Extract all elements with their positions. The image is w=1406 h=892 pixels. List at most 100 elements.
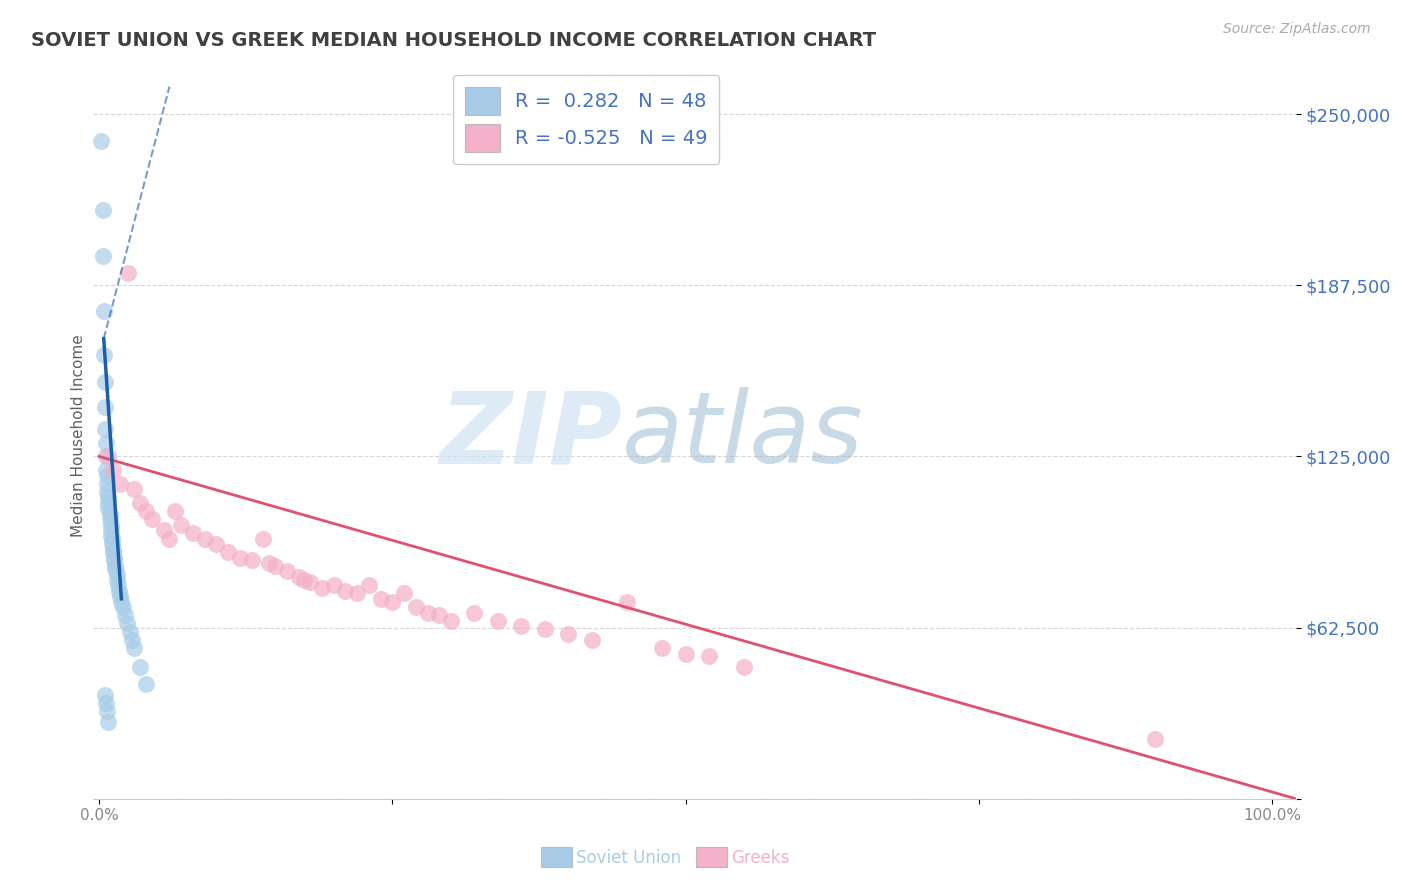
Point <box>257 556 280 570</box>
Text: SOVIET UNION VS GREEK MEDIAN HOUSEHOLD INCOME CORRELATION CHART: SOVIET UNION VS GREEK MEDIAN HOUSEHOLD I… <box>31 31 876 50</box>
Point <box>159 532 181 546</box>
Point <box>103 553 125 567</box>
Point <box>108 589 131 603</box>
Point <box>121 632 143 647</box>
Point <box>96 485 118 500</box>
Point <box>181 526 204 541</box>
Point <box>94 696 117 710</box>
Point <box>357 578 380 592</box>
Point <box>405 600 427 615</box>
Point <box>93 304 115 318</box>
Point <box>96 468 118 483</box>
Point <box>98 512 121 526</box>
Point <box>115 616 138 631</box>
Point <box>97 491 120 505</box>
Point <box>108 476 131 491</box>
Point <box>675 647 697 661</box>
Point <box>311 581 333 595</box>
Point <box>96 704 118 718</box>
Point <box>1143 731 1166 746</box>
Point <box>104 558 127 573</box>
Point <box>264 558 287 573</box>
Point <box>194 532 217 546</box>
Point <box>534 622 557 636</box>
Point <box>94 688 117 702</box>
Point <box>93 348 115 362</box>
Point <box>110 594 132 608</box>
Point <box>322 578 344 592</box>
Point <box>165 504 187 518</box>
Point <box>299 575 322 590</box>
Point <box>105 567 128 582</box>
Text: Soviet Union: Soviet Union <box>576 849 682 867</box>
Point <box>557 627 579 641</box>
Point <box>152 524 174 538</box>
Point <box>292 573 315 587</box>
Point <box>101 532 124 546</box>
Text: atlas: atlas <box>623 387 863 484</box>
Text: ZIP: ZIP <box>439 387 623 484</box>
Point <box>101 545 124 559</box>
Point <box>117 266 139 280</box>
Point <box>94 376 117 390</box>
Point <box>90 135 112 149</box>
Point <box>97 496 120 510</box>
Point <box>122 641 145 656</box>
Point <box>103 550 125 565</box>
Point <box>91 202 114 217</box>
Point <box>135 677 157 691</box>
Text: Source: ZipAtlas.com: Source: ZipAtlas.com <box>1223 22 1371 37</box>
Point <box>276 565 298 579</box>
Point <box>97 714 120 729</box>
Point <box>381 594 404 608</box>
Point <box>98 507 121 521</box>
Point <box>370 591 392 606</box>
Point <box>94 422 117 436</box>
Point <box>427 608 450 623</box>
Point <box>104 562 127 576</box>
Point <box>111 600 134 615</box>
Point <box>94 400 117 414</box>
Point <box>335 583 357 598</box>
Point <box>510 619 533 633</box>
Point <box>416 606 439 620</box>
Point <box>217 545 239 559</box>
Point <box>170 517 193 532</box>
Point <box>101 537 124 551</box>
Point <box>105 573 128 587</box>
Point <box>392 586 415 600</box>
Point <box>101 542 124 557</box>
Point <box>141 512 163 526</box>
Point <box>107 578 129 592</box>
Point <box>122 483 145 497</box>
Point <box>486 614 509 628</box>
Point <box>287 570 309 584</box>
Point <box>96 476 118 491</box>
Y-axis label: Median Household Income: Median Household Income <box>72 334 86 537</box>
Point <box>94 463 117 477</box>
Point <box>205 537 228 551</box>
Point <box>100 517 122 532</box>
Legend: R =  0.282   N = 48, R = -0.525   N = 49: R = 0.282 N = 48, R = -0.525 N = 49 <box>453 76 720 163</box>
Point <box>135 504 157 518</box>
Point <box>97 501 120 516</box>
Point <box>229 550 252 565</box>
Point <box>440 614 463 628</box>
Point <box>108 583 131 598</box>
Point <box>697 649 720 664</box>
Point <box>118 624 141 639</box>
Point <box>129 660 152 674</box>
Point <box>91 250 114 264</box>
Point <box>252 532 274 546</box>
Point <box>581 632 603 647</box>
Point <box>346 586 368 600</box>
Point <box>463 606 485 620</box>
Point <box>94 435 117 450</box>
Point <box>616 594 638 608</box>
Point <box>240 553 263 567</box>
Point <box>651 641 673 656</box>
Text: Greeks: Greeks <box>731 849 790 867</box>
Point <box>129 496 152 510</box>
Point <box>97 450 120 464</box>
Point <box>100 524 122 538</box>
